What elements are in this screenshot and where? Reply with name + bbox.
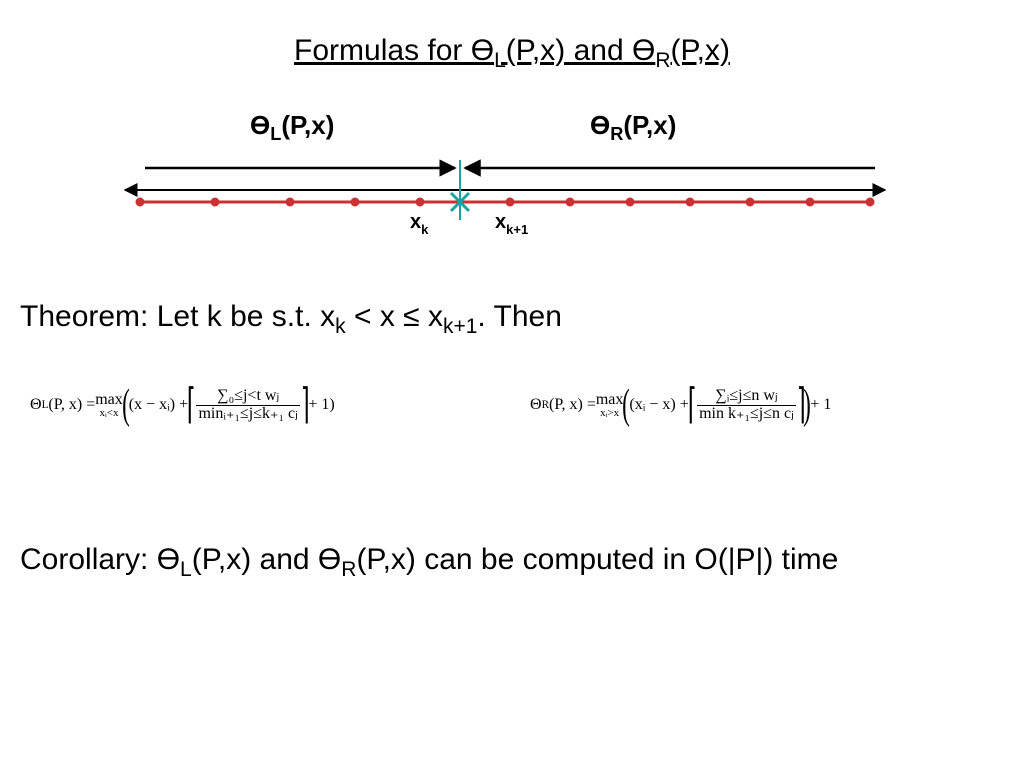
- formula-theta-l: ΘL(P, x) = max xᵢ<x ( (x − xᵢ) + ⌈ ∑₀≤j<…: [30, 380, 335, 430]
- page-title: Formulas for ӨL(P,x) and ӨR(P,x): [0, 34, 1024, 73]
- formula-theta-r: ΘR(P, x) = max xᵢ>x ( (xᵢ − x) + ⌈ ∑ᵢ≤j≤…: [530, 380, 831, 430]
- fl-lhs-sub: L: [42, 399, 49, 411]
- open-paren-icon: (: [122, 384, 130, 426]
- fr-tail: + 1: [810, 396, 831, 414]
- title-sub-l: L: [494, 49, 506, 72]
- title-sub-r: R: [655, 49, 670, 72]
- diagram-svg: xk xk+1: [120, 110, 890, 260]
- fl-max-bot: xᵢ<x: [99, 408, 118, 419]
- fl-frac-num: ∑₀≤j<t wⱼ: [215, 388, 281, 405]
- theorem-sub-k1: k+1: [443, 315, 477, 338]
- fl-lhs-sym: Θ: [30, 396, 42, 414]
- ceil-r-icon: ⌉: [301, 384, 310, 426]
- slide: Formulas for ӨL(P,x) and ӨR(P,x) ӨL(P,x)…: [0, 0, 1024, 768]
- title-text-1: Formulas for Ө: [294, 34, 494, 67]
- fl-max: max xᵢ<x: [95, 392, 123, 419]
- fl-lhs-post: (P, x) =: [48, 396, 95, 414]
- cor-suffix: (P,x) can be computed in O(|P|) time: [356, 543, 838, 576]
- fr-max-top: max: [596, 392, 624, 408]
- fr-max: max xᵢ>x: [596, 392, 624, 419]
- title-text-3: (P,x): [670, 34, 729, 67]
- fl-term: (x − xᵢ) +: [129, 396, 188, 414]
- fr-frac-den: min k₊₁≤j≤n cⱼ: [697, 405, 796, 423]
- fl-tail: + 1): [308, 396, 334, 414]
- fr-term: (xᵢ − x) +: [629, 396, 688, 414]
- number-line-diagram: ӨL(P,x) ӨR(P,x) xkxk+1: [120, 110, 890, 260]
- fl-frac: ∑₀≤j<t wⱼ minᵢ₊₁≤j≤k₊₁ cⱼ: [196, 388, 299, 423]
- cor-sub-r: R: [341, 558, 356, 581]
- cor-sub-l: L: [180, 558, 192, 581]
- fr-lhs-post: (P, x) =: [549, 396, 596, 414]
- formulas-row: ΘL(P, x) = max xᵢ<x ( (x − xᵢ) + ⌈ ∑₀≤j<…: [20, 380, 1004, 440]
- svg-text:xk: xk: [410, 211, 429, 237]
- cor-prefix: Corollary: Ө: [20, 543, 180, 576]
- fr-max-bot: xᵢ>x: [600, 408, 619, 419]
- cor-mid: (P,x) and Ө: [192, 543, 342, 576]
- fl-frac-den: minᵢ₊₁≤j≤k₊₁ cⱼ: [196, 405, 299, 423]
- fr-frac-num: ∑ᵢ≤j≤n wⱼ: [713, 388, 779, 405]
- theorem-mid: < x ≤ x: [346, 300, 443, 333]
- theorem-sub-k: k: [335, 315, 346, 338]
- fr-lhs-sym: Θ: [530, 396, 542, 414]
- theorem-prefix: Theorem: Let k be s.t. x: [20, 300, 335, 333]
- fr-lhs-sub: R: [542, 399, 549, 411]
- title-text-2: (P,x) and Ө: [506, 34, 656, 67]
- ceil-l-icon-2: ⌈: [687, 384, 696, 426]
- svg-text:xk+1: xk+1: [495, 211, 528, 237]
- corollary-text: Corollary: ӨL(P,x) and ӨR(P,x) can be co…: [20, 540, 920, 583]
- theorem-text: Theorem: Let k be s.t. xk < x ≤ xk+1. Th…: [20, 300, 1004, 339]
- close-paren-icon-2: ): [803, 384, 811, 426]
- theorem-suffix: . Then: [477, 300, 562, 333]
- fr-frac: ∑ᵢ≤j≤n wⱼ min k₊₁≤j≤n cⱼ: [697, 388, 796, 423]
- open-paren-icon-2: (: [623, 384, 631, 426]
- fl-max-top: max: [95, 392, 123, 408]
- ceil-l-icon: ⌈: [187, 384, 196, 426]
